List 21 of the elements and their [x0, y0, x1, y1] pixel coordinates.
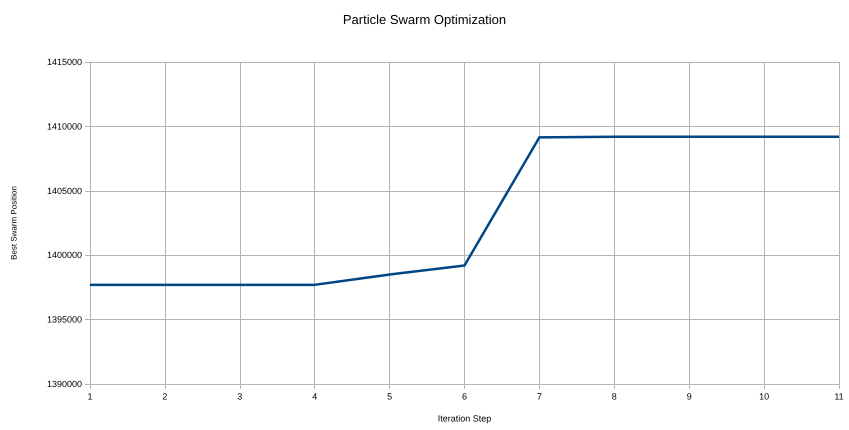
y-tick-label: 1410000 — [46, 121, 82, 132]
x-tick-label: 10 — [759, 392, 770, 402]
x-axis-title: Iteration Step — [438, 414, 492, 424]
x-tick-label: 7 — [536, 392, 542, 402]
y-tick-label: 1400000 — [46, 250, 82, 260]
x-tick-label: 4 — [312, 392, 318, 402]
y-tick-label: 1395000 — [46, 314, 82, 325]
y-tick-label: 1405000 — [46, 186, 82, 196]
line-series — [88, 135, 840, 286]
x-tick-label: 9 — [686, 392, 692, 402]
y-axis-title: Best Swarm Position — [10, 186, 18, 260]
x-tick-label: 8 — [612, 392, 617, 402]
x-tick-label: 1 — [87, 392, 93, 402]
x-tick-label: 11 — [834, 392, 844, 402]
x-tick-label: 6 — [462, 392, 468, 402]
y-tick-label: 1390000 — [46, 379, 82, 389]
chart-title: Particle Swarm Optimization — [342, 12, 506, 27]
x-tick-label: 2 — [162, 392, 168, 402]
y-tick-label: 1415000 — [46, 57, 82, 67]
x-tick-label: 3 — [237, 392, 242, 402]
x-tick-label: 5 — [387, 392, 392, 402]
